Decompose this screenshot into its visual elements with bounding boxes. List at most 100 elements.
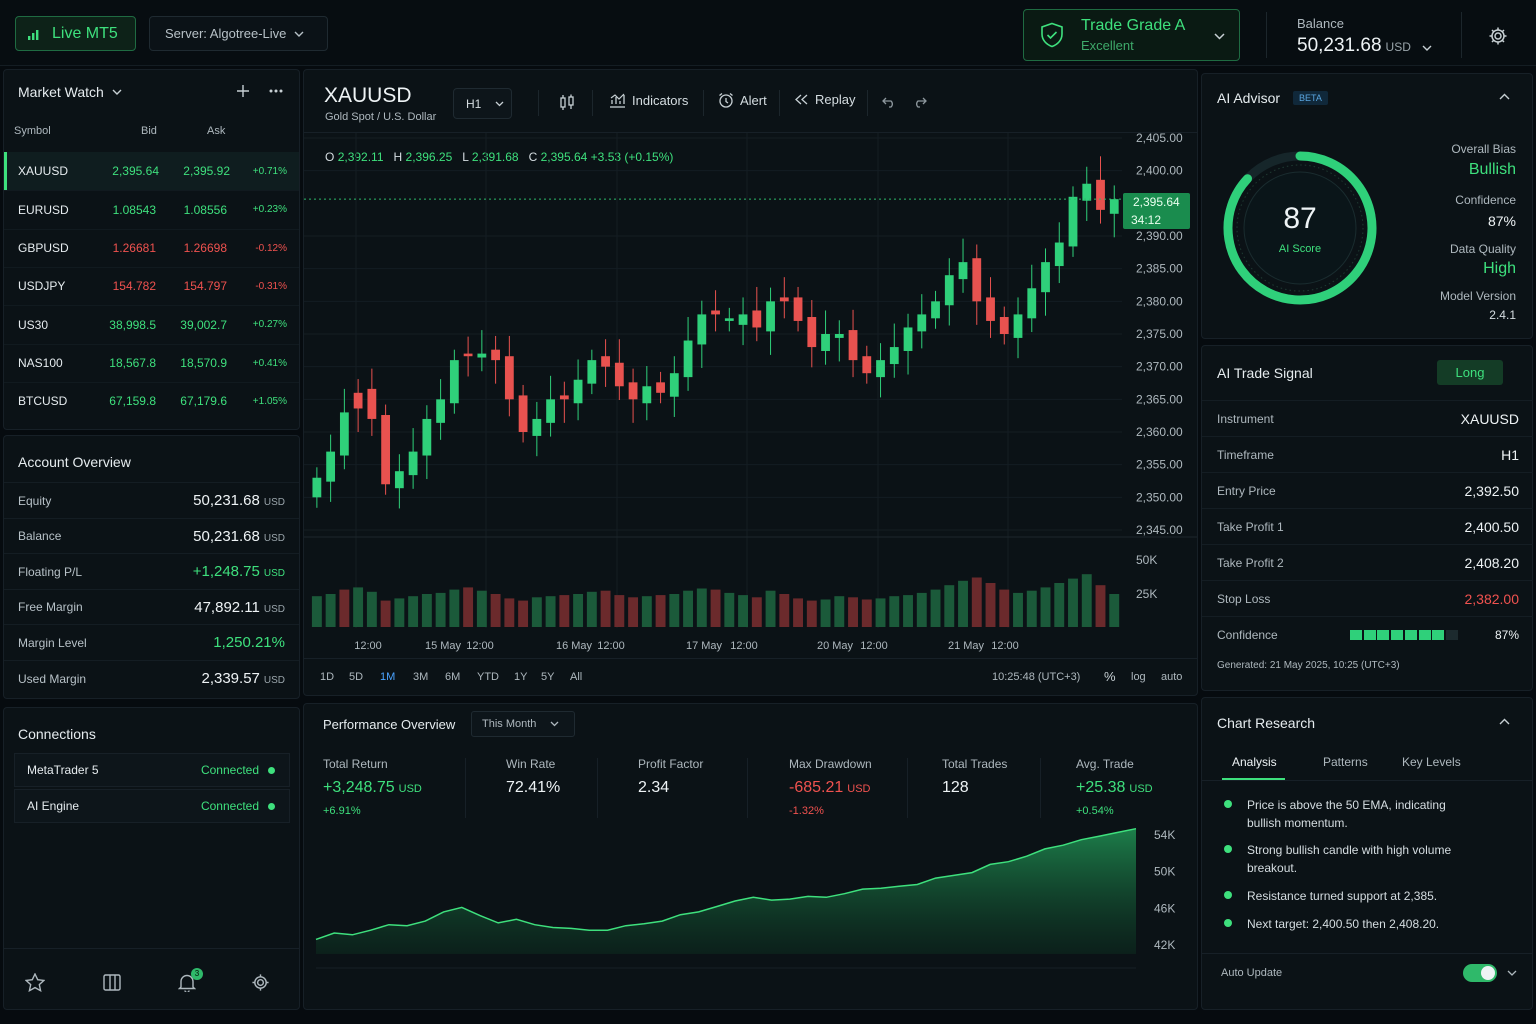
change-percent: +0.41% <box>252 357 287 369</box>
current-price-tag: 2,395.64 34:12 <box>1123 193 1190 229</box>
ai-score-label: AI Score <box>1278 243 1322 255</box>
rewind-icon <box>795 94 808 105</box>
market-watch-row[interactable]: US30 38,998.5 39,002.7 +0.27% <box>4 305 299 343</box>
chevron-up-icon[interactable] <box>1499 718 1510 725</box>
undo-icon[interactable] <box>882 97 896 108</box>
alert-button[interactable]: Alert <box>718 92 767 108</box>
tab-patterns[interactable]: Patterns <box>1323 755 1368 769</box>
y-tick-label: 2,360.00 <box>1136 425 1183 439</box>
trade-grade-subtitle: Excellent <box>1081 38 1134 53</box>
market-watch-row[interactable]: USDJPY 154.782 154.797 -0.31% <box>4 266 299 305</box>
market-watch-row[interactable]: BTCUSD 67,159.8 67,179.6 +1.05% <box>4 381 299 420</box>
trade-grade-dropdown[interactable]: Trade Grade A Excellent <box>1023 9 1240 61</box>
server-selector[interactable]: Server: Algotree-Live <box>149 16 328 51</box>
range-option[interactable]: 1Y <box>514 671 528 683</box>
auto-update-toggle[interactable] <box>1463 964 1497 982</box>
bid-price: 2,395.64 <box>112 164 159 178</box>
stat-label: Total Trades <box>942 757 1008 771</box>
indicators-button[interactable]: Indicators <box>609 92 688 108</box>
account-amount: 1,250.21% <box>213 634 285 652</box>
volume-bar <box>958 580 968 627</box>
volume-bar <box>614 595 625 627</box>
candle-body <box>724 318 734 321</box>
equity-y-tick: 42K <box>1154 938 1175 952</box>
x-tick-label: 17 May <box>686 640 723 652</box>
live-account-button[interactable]: Live MT5 <box>15 16 136 51</box>
volume-bar <box>985 583 996 627</box>
account-currency: USD <box>263 497 285 508</box>
redo-icon[interactable] <box>913 97 927 108</box>
equity-y-tick: 54K <box>1154 828 1175 842</box>
gear-icon[interactable] <box>1488 26 1508 46</box>
range-option[interactable]: 1M <box>380 671 396 683</box>
account-amount: 50,231.68 <box>193 492 260 509</box>
volume-bar <box>545 596 556 627</box>
volume-bar <box>476 590 487 627</box>
candle-body <box>394 471 404 489</box>
market-watch-row[interactable]: GBPUSD 1.26681 1.26698 -0.12% <box>4 228 299 267</box>
change-percent: +0.71% <box>252 165 287 177</box>
candle-body <box>738 314 748 325</box>
ohlc-close: 2,395.64 <box>540 150 588 164</box>
bell-icon[interactable] <box>178 973 196 992</box>
volume-bar <box>861 599 872 627</box>
bias-label: Overall Bias <box>1451 142 1516 156</box>
range-option[interactable]: 1D <box>320 671 335 683</box>
candle-body <box>1027 288 1037 319</box>
signal-row: Entry Price 2,392.50 <box>1202 472 1533 508</box>
gear-icon[interactable] <box>251 973 270 992</box>
account-label: Balance <box>18 529 62 544</box>
account-row: Used Margin 2,339.57 USD <box>4 660 299 696</box>
ohlc-low: 2,391.68 <box>471 150 519 164</box>
range-option[interactable]: 5Y <box>541 671 555 683</box>
candle-body <box>779 297 789 302</box>
candle-body <box>353 392 363 409</box>
signal-label: Take Profit 2 <box>1217 555 1284 570</box>
signal-row: Take Profit 2 2,408.20 <box>1202 544 1533 580</box>
indicators-label: Indicators <box>632 92 689 108</box>
plus-icon[interactable] <box>237 85 249 97</box>
divider <box>465 758 466 818</box>
price-chart[interactable]: 2,405.00 2,400.00 2,390.00 2,385.00 2,380.00… <box>304 133 1197 658</box>
market-watch-dropdown[interactable]: Market Watch <box>18 84 122 100</box>
range-option[interactable]: YTD <box>477 671 499 683</box>
trade-grade-title: Trade Grade A <box>1081 17 1186 34</box>
divider <box>4 948 299 949</box>
chevron-down-icon[interactable] <box>1507 970 1517 976</box>
more-icon[interactable] <box>269 89 283 93</box>
timeframe-selector[interactable]: H1 <box>453 88 512 119</box>
tab-key-levels[interactable]: Key Levels <box>1402 755 1461 769</box>
change-percent: +0.23% <box>252 204 287 216</box>
range-option[interactable]: 3M <box>413 671 429 683</box>
confidence-segment <box>1418 630 1431 640</box>
account-value: 2,339.57 USD <box>201 670 285 687</box>
current-price: 2,395.64 <box>1133 195 1180 209</box>
stat-amount: 72.41% <box>506 779 561 796</box>
replay-button[interactable]: Replay <box>794 92 855 107</box>
candlestick-icon[interactable] <box>559 94 575 111</box>
range-option[interactable]: All <box>570 671 583 683</box>
auto-toggle[interactable]: auto <box>1161 671 1183 683</box>
status-dot <box>268 766 275 774</box>
market-watch-row[interactable]: NAS100 18,567.8 18,570.9 +0.41% <box>4 343 299 382</box>
research-point-text: Strong bullish candle with high volume b… <box>1247 843 1452 875</box>
market-watch-row[interactable]: EURUSD 1.08543 1.08556 +0.23% <box>4 190 299 228</box>
percent-toggle[interactable]: % <box>1104 669 1116 684</box>
candle-body <box>793 297 803 321</box>
volume-bar <box>889 596 900 627</box>
balance-dropdown[interactable]: Balance 50,231.68 USD <box>1297 16 1432 57</box>
volume-bar <box>1081 574 1092 627</box>
range-option[interactable]: 6M <box>445 671 461 683</box>
tab-analysis[interactable]: Analysis <box>1232 755 1277 769</box>
market-watch-row[interactable]: XAUUSD 2,395.64 2,395.92 +0.71% <box>4 152 299 190</box>
signal-label: Timeframe <box>1217 447 1274 462</box>
period-selector[interactable]: This Month <box>471 711 575 737</box>
chevron-up-icon[interactable] <box>1499 93 1510 100</box>
range-option[interactable]: 5D <box>349 671 364 683</box>
log-toggle[interactable]: log <box>1131 671 1146 683</box>
star-icon[interactable] <box>25 973 45 992</box>
candle-body <box>711 310 720 315</box>
volume-bar <box>875 598 886 627</box>
chart-symbol-desc: Gold Spot / U.S. Dollar <box>325 111 437 123</box>
layout-icon[interactable] <box>103 974 121 991</box>
